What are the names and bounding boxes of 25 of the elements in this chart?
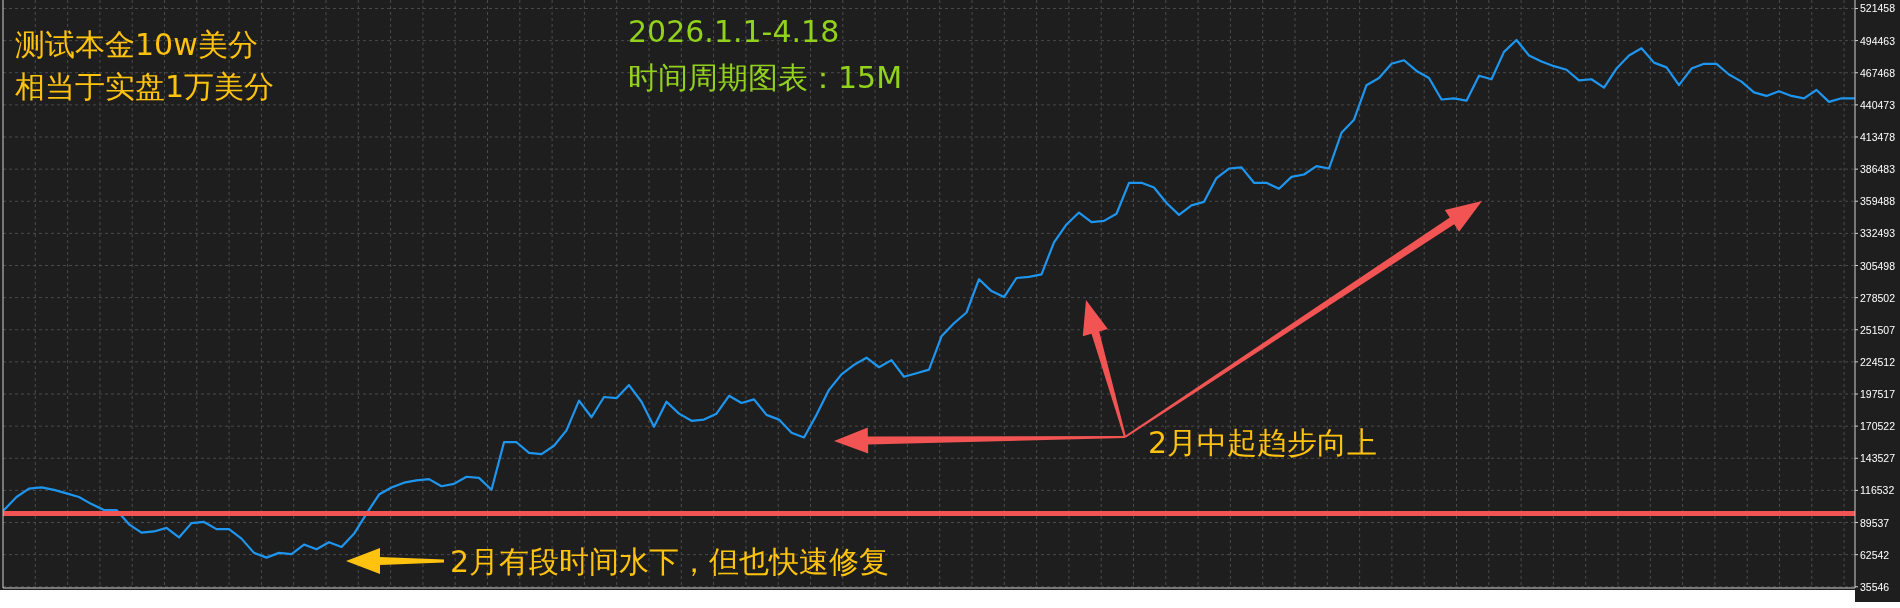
y-tick-label: 89537 bbox=[1860, 516, 1890, 529]
y-tick-label: 521458 bbox=[1860, 2, 1896, 15]
y-tick-label: 116532 bbox=[1860, 484, 1895, 497]
annotation: 2月中起趋步向上 bbox=[1148, 424, 1378, 460]
y-tick-label: 386483 bbox=[1860, 163, 1896, 176]
y-tick-label: 197517 bbox=[1860, 388, 1896, 400]
annotation: 相当于实盘1万美分 bbox=[15, 68, 275, 104]
y-tick-label: 278502 bbox=[1860, 291, 1896, 304]
annotation: 2月有段时间水下，但也快速修复 bbox=[450, 543, 890, 579]
y-tick-label: 440473 bbox=[1860, 98, 1896, 111]
y-tick-label: 170522 bbox=[1860, 420, 1896, 433]
y-tick-label: 251507 bbox=[1860, 323, 1896, 336]
y-tick-label: 359488 bbox=[1860, 195, 1896, 208]
y-tick-label: 62542 bbox=[1860, 548, 1890, 561]
y-tick-label: 35546 bbox=[1860, 580, 1890, 593]
annotation: 测试本金10w美分 bbox=[15, 26, 258, 62]
annotation: 2026.1.1-4.18 bbox=[628, 13, 840, 49]
y-tick-label: 224512 bbox=[1860, 355, 1896, 368]
y-tick-label: 143527 bbox=[1860, 452, 1896, 465]
y-tick-label: 413478 bbox=[1860, 131, 1896, 143]
y-tick-label: 305498 bbox=[1860, 259, 1896, 272]
y-tick-label: 494463 bbox=[1860, 34, 1896, 47]
y-tick-label: 332493 bbox=[1860, 227, 1896, 240]
y-tick-label: 467468 bbox=[1860, 66, 1896, 79]
annotation: 时间周期图表：15M bbox=[628, 59, 903, 95]
